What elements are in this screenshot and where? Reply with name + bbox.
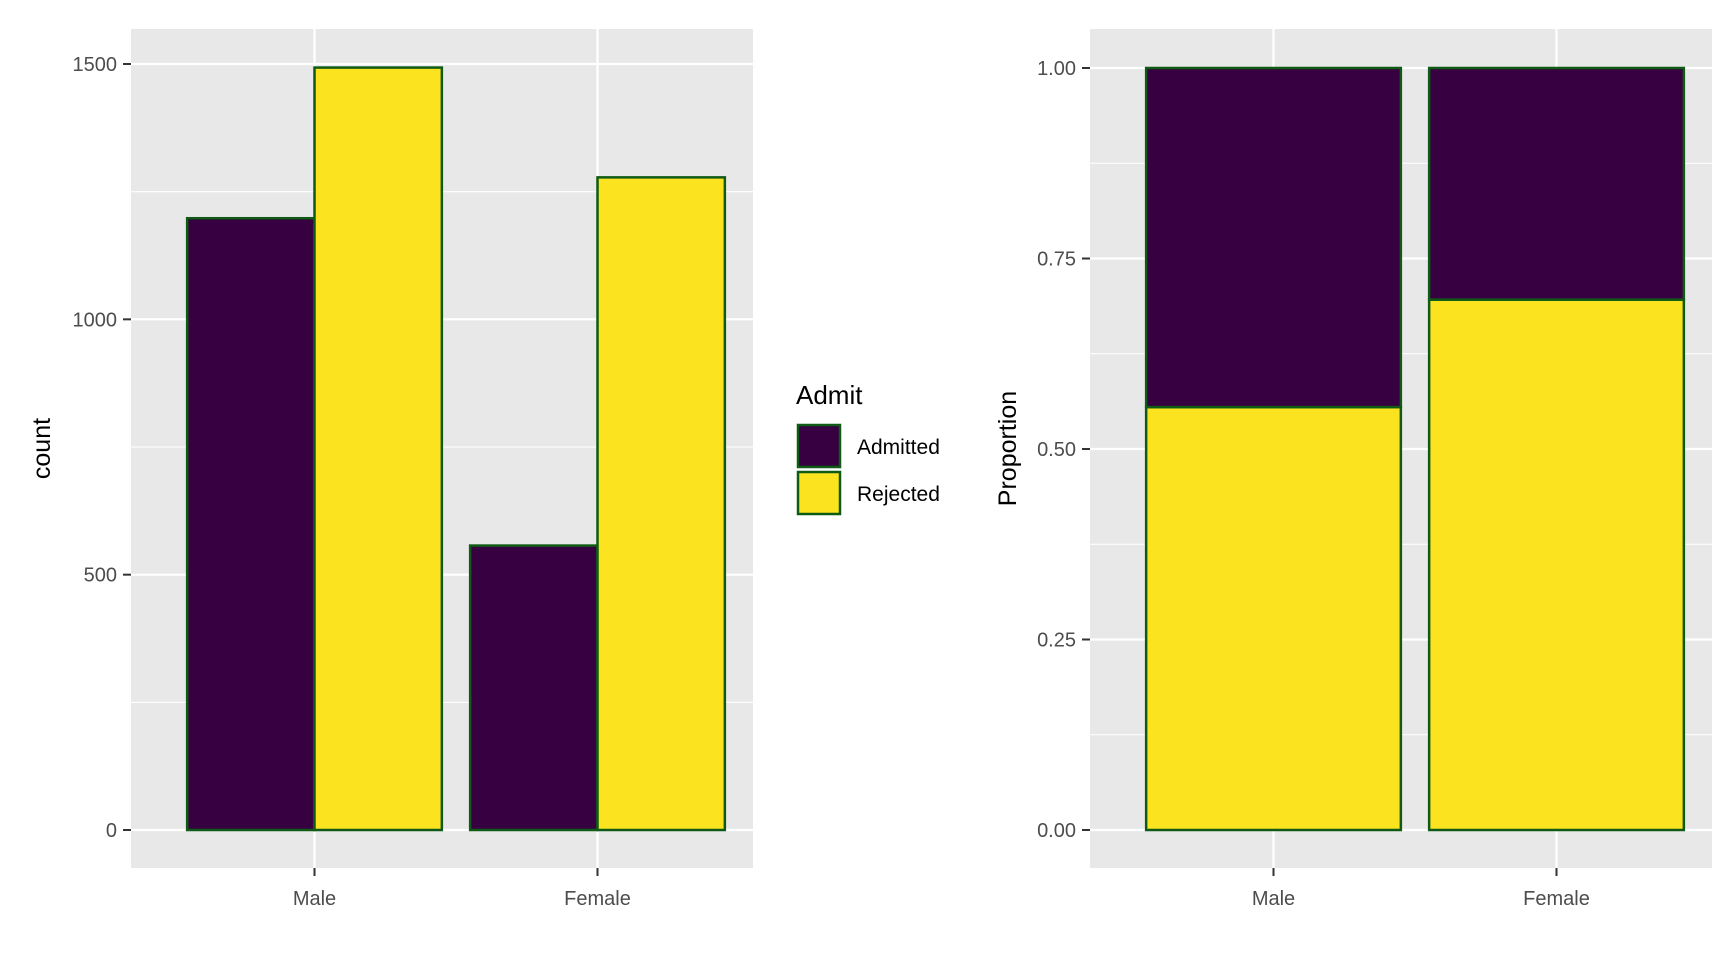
y-tick-label: 0.25 xyxy=(1037,630,1076,652)
legend-title: Admit xyxy=(796,380,863,410)
y-tick-label: 0.50 xyxy=(1037,439,1076,461)
bar-rejected-male xyxy=(313,66,444,832)
x-tick-label: Female xyxy=(564,888,631,910)
bar-admitted-female xyxy=(1427,66,1686,301)
x-tick-label: Male xyxy=(293,888,336,910)
y-axis-title: count xyxy=(28,418,56,479)
bar-rejected-female xyxy=(596,176,727,832)
bar-admitted-male xyxy=(1144,66,1403,409)
legend-label-rejected: Rejected xyxy=(857,483,940,506)
x-tick-label: Male xyxy=(1252,888,1295,910)
y-tick-label: 0.00 xyxy=(1037,820,1076,842)
y-tick-label: 0 xyxy=(106,820,117,842)
bar-admitted-male xyxy=(185,216,316,832)
legend-key-rejected xyxy=(796,470,842,516)
bar-rejected-female xyxy=(1427,298,1686,832)
y-tick-label: 1000 xyxy=(73,309,118,331)
bar-admitted-female xyxy=(468,544,599,832)
proportion-chart: 0.00 0.25 0.50 0.75 1.00 Male Female Proportion xyxy=(994,29,1712,910)
legend-label-admitted: Admitted xyxy=(857,436,940,459)
count-chart: 0 500 1000 1500 Male Female count xyxy=(28,29,753,910)
legend-key-admitted xyxy=(796,423,842,469)
y-axis-title: Proportion xyxy=(994,391,1022,506)
bar-rejected-male xyxy=(1144,405,1403,832)
y-tick-label: 1.00 xyxy=(1037,58,1076,80)
y-tick-label: 500 xyxy=(84,565,117,587)
y-tick-label: 0.75 xyxy=(1037,249,1076,271)
y-tick-label: 1500 xyxy=(73,54,118,76)
legend: Admit Admitted Rejected xyxy=(796,380,940,516)
x-tick-label: Female xyxy=(1523,888,1590,910)
